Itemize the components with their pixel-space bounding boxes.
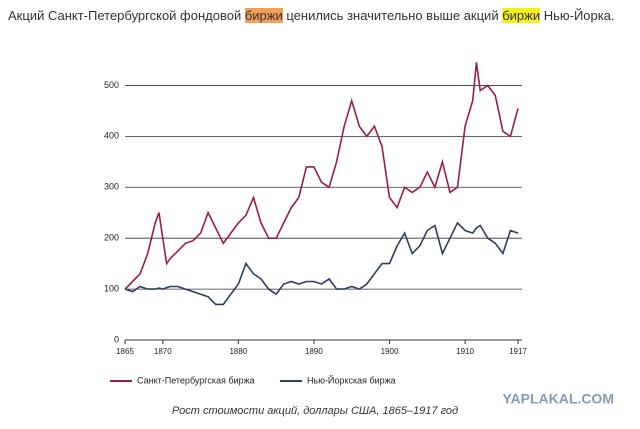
- series-line: [124, 221, 519, 306]
- header: Акций Санкт-Петербургской фондовой биржи…: [8, 8, 615, 23]
- x-tick-label: 1880: [229, 347, 247, 356]
- x-tick-label: 1870: [154, 347, 172, 356]
- y-tick-label: 100: [104, 283, 119, 293]
- header-text: ценились значительно выше акций: [282, 8, 503, 23]
- header-text: Акций Санкт-Петербургской фондовой: [8, 8, 245, 23]
- x-tick-label: 1890: [305, 347, 323, 356]
- caption: Рост стоимости акций, доллары США, 1865–…: [172, 405, 458, 417]
- x-tick-label: 1900: [381, 347, 399, 356]
- x-tick-label: 1910: [456, 347, 474, 356]
- y-tick-label: 300: [104, 182, 119, 192]
- series-line: [124, 62, 519, 290]
- y-tick-label: 200: [104, 233, 119, 243]
- highlight: биржи: [244, 8, 283, 23]
- highlight: биржи: [502, 8, 541, 23]
- y-tick-label: 0: [114, 334, 119, 344]
- header-text: Нью-Йорка.: [540, 8, 615, 23]
- legend-label: Санкт-Петербургская биржа: [137, 375, 255, 385]
- y-tick-label: 400: [104, 131, 119, 141]
- legend-label: Нью-Йоркская биржа: [307, 374, 396, 385]
- x-tick-label: 1865: [116, 347, 134, 356]
- y-tick-label: 500: [104, 80, 119, 90]
- x-tick-label: 1917: [509, 347, 527, 356]
- watermark: YAPLAKAL.COM: [503, 391, 615, 407]
